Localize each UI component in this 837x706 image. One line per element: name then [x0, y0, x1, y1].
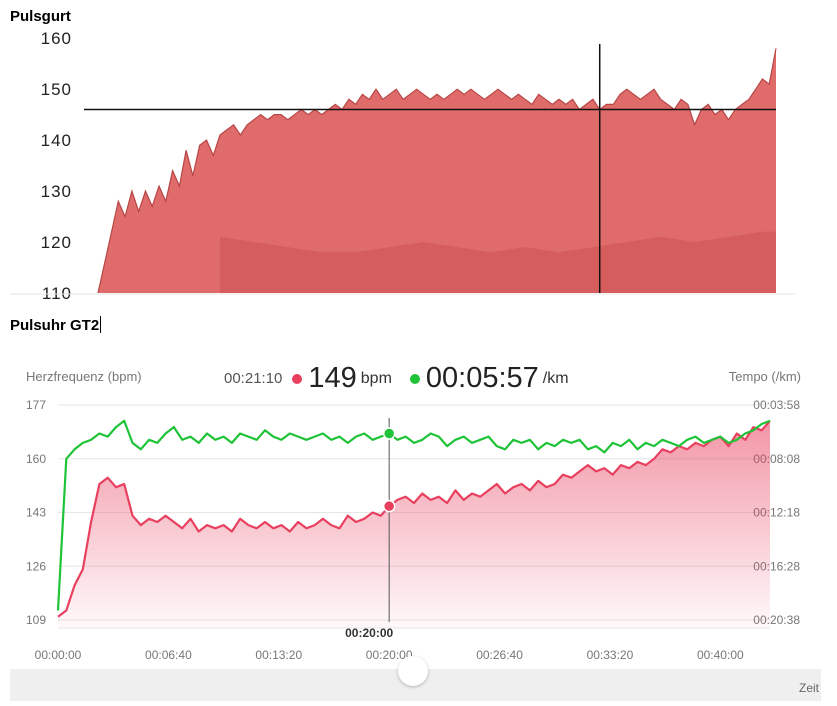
pulsgurt-ytick-110: 110 — [42, 284, 72, 300]
readout-pace: 00:05:57 — [425, 362, 539, 394]
heart-rate-area — [58, 420, 770, 628]
pace-line — [56, 419, 771, 611]
pulsgurt-ytick-140: 140 — [41, 131, 72, 150]
left-ytick-126: 126 — [26, 559, 46, 573]
hr-cursor-point — [382, 499, 396, 513]
xtick-00:33:20: 00:33:20 — [587, 648, 634, 662]
pulsgurt-ytick-160: 160 — [41, 29, 72, 48]
pulsgurt-line — [97, 48, 777, 294]
chart-title-pulsgurt: Pulsgurt — [10, 8, 71, 25]
x-axis-title: Zeit — [798, 681, 819, 695]
cursor-time-label: 00:20:00 — [345, 626, 393, 640]
readout-pace-unit: /km — [542, 369, 569, 387]
xtick-00:40:00: 00:40:00 — [697, 648, 744, 662]
readout-time: 00:21:10 — [224, 370, 283, 387]
pulsgurt-area-1 — [220, 231, 776, 293]
text-cursor — [100, 316, 102, 333]
pace-cursor-point — [382, 427, 396, 440]
readout-hr-unit: bpm — [360, 369, 392, 387]
pulsgurt-ytick-150: 150 — [41, 80, 72, 99]
left-ytick-177: 177 — [26, 398, 46, 412]
chart-title-pulsuhr: Pulsuhr GT2 — [10, 316, 102, 334]
xtick-00:06:40: 00:06:40 — [145, 648, 192, 662]
right-axis-title: Tempo (/km) — [728, 369, 801, 384]
cursor-readout: 00:21:10 149 bpm 00:05:57 /km — [224, 362, 587, 395]
right-ytick-00:03:58: 00:03:58 — [753, 398, 800, 412]
xtick-00:00:00: 00:00:00 — [35, 648, 82, 662]
left-ytick-160: 160 — [26, 452, 46, 466]
pulsgurt-chart: 160 150 140 130 120 110 — [10, 29, 796, 300]
left-ytick-109: 109 — [26, 613, 46, 627]
left-ytick-143: 143 — [26, 506, 46, 520]
heart-rate-line — [57, 420, 771, 618]
pace-dot-icon — [409, 373, 420, 384]
xtick-00:20:00: 00:20:00 — [366, 648, 413, 662]
pulsuhr-title-text: Pulsuhr GT2 — [10, 317, 100, 334]
pulsgurt-ytick-120: 120 — [41, 233, 72, 252]
left-axis-title: Herzfrequenz (bpm) — [26, 369, 142, 384]
xtick-00:26:40: 00:26:40 — [476, 648, 523, 662]
heart-rate-dot-icon — [292, 373, 303, 384]
scrubber-handle[interactable] — [398, 656, 428, 686]
pulsgurt-ytick-130: 130 — [41, 182, 72, 201]
readout-heart-rate: 149 — [308, 362, 357, 394]
xtick-00:13:20: 00:13:20 — [255, 648, 302, 662]
